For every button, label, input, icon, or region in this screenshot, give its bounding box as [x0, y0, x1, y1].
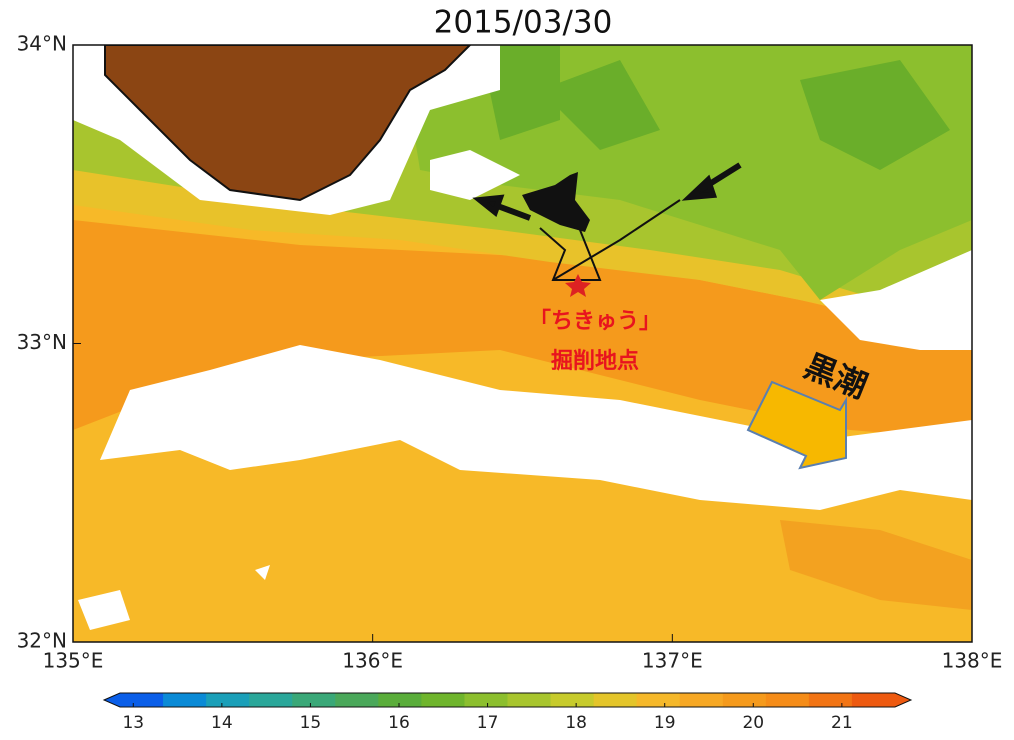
y-tick-label: 32°N: [17, 629, 67, 653]
colorbar-tick-label: 21: [831, 713, 853, 733]
colorbar-segment: [722, 693, 767, 707]
colorbar-tick-label: 20: [742, 713, 764, 733]
axes: 135°E 136°E 137°E 138°E 32°N 33°N 34°N: [17, 32, 1003, 673]
x-tick-label: 137°E: [642, 649, 703, 673]
colorbar-frame: [102, 692, 913, 708]
colorbar-segment: [679, 693, 724, 707]
colorbar-tick-label: 17: [477, 713, 499, 733]
sst-green-dark: [480, 45, 950, 170]
x-tick-label: 136°E: [342, 649, 403, 673]
colorbar-extend: [104, 693, 120, 707]
colorbar-segment: [593, 693, 638, 707]
sst-orange: [73, 220, 972, 440]
arrow: [681, 162, 742, 201]
colorbar-tick-label: 14: [211, 713, 233, 733]
colorbar-tick-label: 18: [565, 713, 587, 733]
colorbar-segment: [765, 693, 810, 707]
y-tick-label: 34°N: [17, 32, 67, 56]
colorbar-tick-label: 13: [122, 713, 144, 733]
colorbar-segment: [421, 693, 465, 707]
drill-site: [565, 274, 591, 297]
colorbar-segment: [378, 693, 422, 707]
colorbar-segment: [550, 693, 595, 707]
arrow: [472, 194, 532, 221]
sst-field: [73, 45, 972, 642]
colorbar-segment: [335, 693, 379, 707]
colorbar-segment: [120, 693, 164, 707]
no-data: [78, 565, 270, 630]
x-tick-label: 135°E: [43, 649, 104, 673]
site-label: 掘削地点: [551, 348, 639, 374]
y-tick-label: 33°N: [17, 330, 67, 354]
colorbar-segment: [163, 693, 207, 707]
colorbar-segment: [636, 693, 681, 707]
colorbar-extend: [895, 693, 911, 707]
no-data: [820, 250, 972, 350]
colorbar-segment: [249, 693, 293, 707]
no-data: [100, 345, 972, 510]
colorbar-segment: [464, 693, 508, 707]
land: [104, 45, 472, 202]
colorbar-segment: [507, 693, 552, 707]
colorbar-segment: [808, 693, 853, 707]
colorbar-tick-label: 15: [300, 713, 322, 733]
title: 2015/03/30: [434, 5, 613, 41]
site-label: 「ちきゅう」: [529, 309, 661, 334]
colorbar-tick-label: 19: [654, 713, 676, 733]
colorbar-tick-label: 16: [388, 713, 410, 733]
colorbar-segment: [851, 693, 896, 707]
sst-orange: [780, 520, 972, 610]
ship: [522, 172, 590, 232]
colorbar: 13 14 15 16 17 18 19 20 21: [102, 692, 913, 733]
track: [552, 199, 681, 281]
colorbar-segment: [206, 693, 250, 707]
current-arrow: [746, 380, 847, 470]
no-data: [430, 150, 520, 200]
colorbar-segment: [292, 693, 336, 707]
x-tick-label: 138°E: [942, 649, 1003, 673]
